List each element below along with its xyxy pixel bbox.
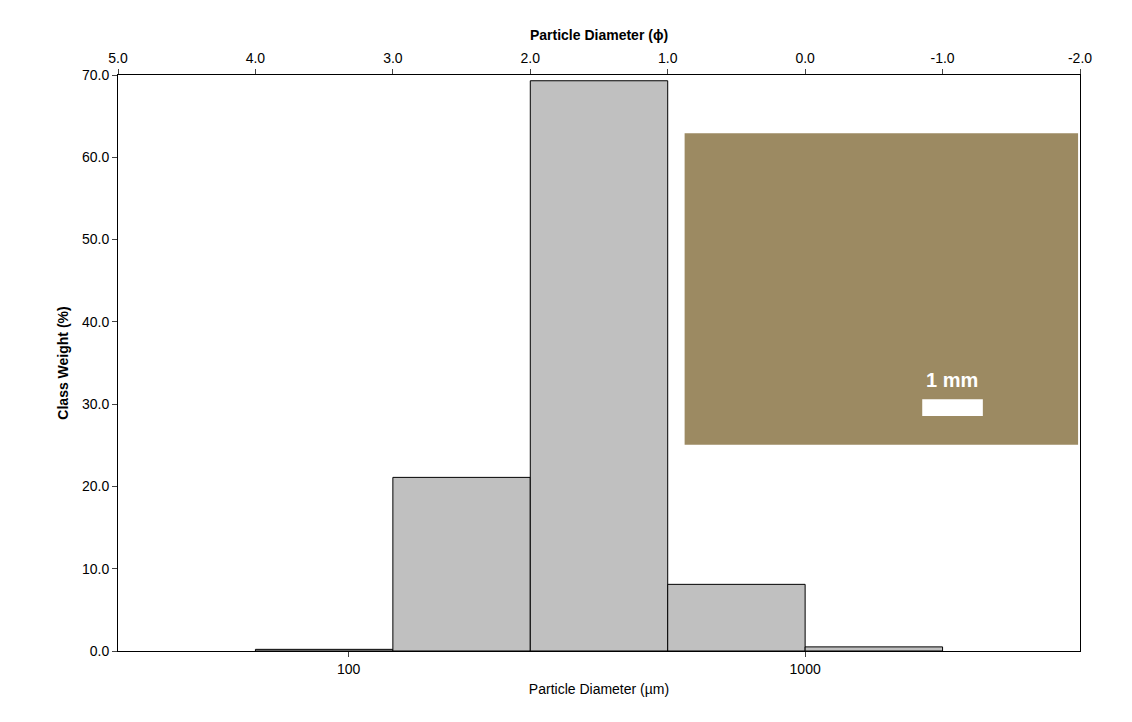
svg-text:50.0: 50.0 <box>82 231 109 247</box>
svg-text:2.0: 2.0 <box>521 50 541 66</box>
svg-text:Particle Diameter (ϕ): Particle Diameter (ϕ) <box>530 27 668 43</box>
svg-text:-1.0: -1.0 <box>931 50 955 66</box>
svg-text:30.0: 30.0 <box>82 396 109 412</box>
svg-text:0.0: 0.0 <box>795 50 815 66</box>
svg-text:-2.0: -2.0 <box>1068 50 1092 66</box>
svg-text:1 mm: 1 mm <box>926 369 978 391</box>
svg-text:5.0: 5.0 <box>108 50 128 66</box>
svg-text:20.0: 20.0 <box>82 478 109 494</box>
svg-text:0.0: 0.0 <box>90 643 110 659</box>
svg-text:Class Weight (%): Class Weight (%) <box>55 306 71 419</box>
svg-text:Particle Diameter (µm): Particle Diameter (µm) <box>529 681 669 697</box>
svg-text:3.0: 3.0 <box>383 50 403 66</box>
svg-text:70.0: 70.0 <box>82 67 109 83</box>
svg-text:100: 100 <box>337 661 361 677</box>
svg-text:10.0: 10.0 <box>82 561 109 577</box>
svg-text:60.0: 60.0 <box>82 149 109 165</box>
svg-text:4.0: 4.0 <box>246 50 266 66</box>
svg-text:1.0: 1.0 <box>658 50 678 66</box>
svg-text:40.0: 40.0 <box>82 314 109 330</box>
svg-text:1000: 1000 <box>790 661 821 677</box>
